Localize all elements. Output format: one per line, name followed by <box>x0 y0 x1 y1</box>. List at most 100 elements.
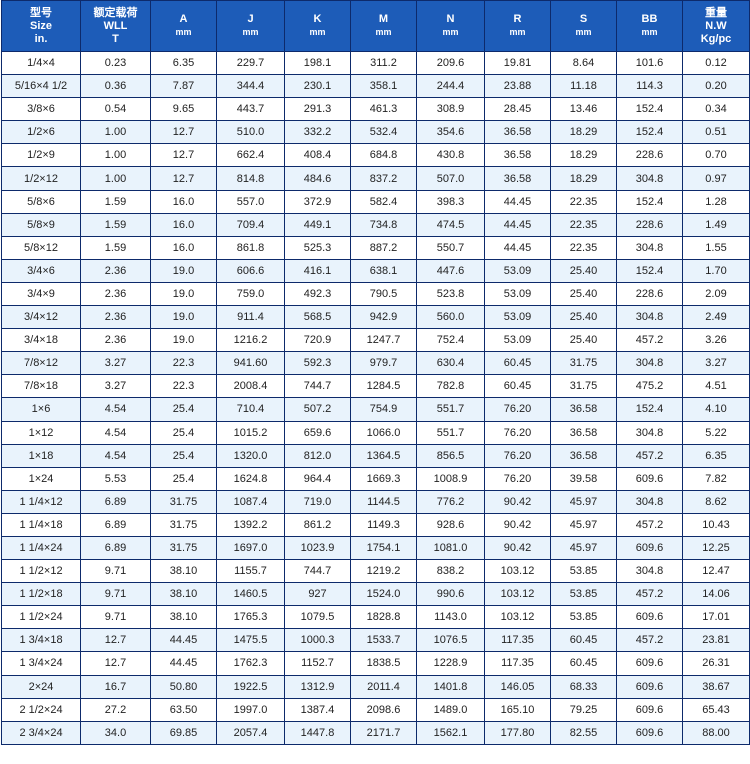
table-cell: 812.0 <box>284 443 351 468</box>
table-cell: 36.58 <box>484 143 551 168</box>
column-header-line: mm <box>175 27 192 37</box>
size-cell: 3/4×18 <box>1 328 81 353</box>
table-cell: 36.58 <box>484 166 551 191</box>
table-cell: 1997.0 <box>216 697 285 722</box>
table-cell: 12.7 <box>80 651 151 676</box>
table-cell: 2098.6 <box>350 697 417 722</box>
table-cell: 790.5 <box>350 281 417 307</box>
table-cell: 372.9 <box>284 189 351 214</box>
table-cell: 1489.0 <box>416 697 485 722</box>
table-cell: 19.81 <box>484 50 551 76</box>
table-cell: 557.0 <box>216 189 285 214</box>
table-cell: 88.00 <box>682 720 750 745</box>
table-cell: 18.29 <box>550 166 617 191</box>
table-cell: 776.2 <box>416 489 485 514</box>
table-cell: 12.47 <box>682 559 750 584</box>
table-cell: 31.75 <box>150 489 217 514</box>
table-cell: 979.7 <box>350 351 417 376</box>
table-cell: 228.6 <box>616 143 683 168</box>
table-cell: 25.4 <box>150 420 217 445</box>
table-cell: 38.67 <box>682 674 750 699</box>
table-row: 1×12 4.54 25.4 1015.2 659.6 1066.0 551.7 76.20 3… <box>1 420 750 445</box>
table-cell: 7.82 <box>682 466 750 491</box>
table-cell: 14.06 <box>682 582 750 607</box>
table-cell: 22.35 <box>550 189 617 214</box>
table-cell: 1533.7 <box>350 628 417 653</box>
table-cell: 1562.1 <box>416 720 485 745</box>
column-header-line: 重量 <box>705 6 727 19</box>
table-cell: 1.00 <box>80 120 151 145</box>
table-cell: 60.45 <box>550 651 617 676</box>
table-cell: 152.4 <box>616 120 683 145</box>
column-header: 额定载荷 WLL T <box>80 0 151 52</box>
table-cell: 44.45 <box>484 212 551 237</box>
table-row: 5/8×12 1.59 16.0 861.8 525.3 887.2 550.7 44.45 2… <box>1 235 750 260</box>
table-cell: 60.45 <box>550 628 617 653</box>
size-cell: 3/4×9 <box>1 281 81 307</box>
table-cell: 354.6 <box>416 120 485 145</box>
table-cell: 606.6 <box>216 258 285 283</box>
table-cell: 60.45 <box>484 374 551 399</box>
size-cell: 1 1/2×18 <box>1 582 81 607</box>
table-cell: 1624.8 <box>216 466 285 491</box>
table-cell: 523.8 <box>416 281 485 307</box>
table-cell: 551.7 <box>416 397 485 422</box>
table-cell: 16.0 <box>150 235 217 260</box>
table-cell: 13.46 <box>550 97 617 122</box>
table-cell: 1081.0 <box>416 535 485 561</box>
table-cell: 79.25 <box>550 697 617 722</box>
table-cell: 230.1 <box>284 74 351 99</box>
column-header-line: mm <box>309 27 326 37</box>
table-cell: 3.27 <box>80 351 151 376</box>
table-cell: 53.09 <box>484 328 551 353</box>
table-cell: 16.0 <box>150 189 217 214</box>
table-cell: 837.2 <box>350 166 417 191</box>
table-cell: 53.09 <box>484 281 551 307</box>
table-cell: 1475.5 <box>216 628 285 653</box>
table-cell: 304.8 <box>616 351 683 376</box>
table-row: 3/8×6 0.54 9.65 443.7 291.3 461.3 308.9 28.45 13… <box>1 97 750 122</box>
table-cell: 44.45 <box>484 235 551 260</box>
table-cell: 304.8 <box>616 489 683 514</box>
table-cell: 856.5 <box>416 443 485 468</box>
table-cell: 461.3 <box>350 97 417 122</box>
table-cell: 53.85 <box>550 605 617 630</box>
size-cell: 1 1/4×12 <box>1 489 81 514</box>
table-cell: 457.2 <box>616 582 683 607</box>
table-cell: 2.49 <box>682 305 750 330</box>
table-row: 1 3/4×24 12.7 44.45 1762.3 1152.7 1838.5 1228.… <box>1 651 750 676</box>
table-cell: 1401.8 <box>416 674 485 699</box>
table-cell: 17.01 <box>682 605 750 630</box>
size-cell: 2 3/4×24 <box>1 720 81 745</box>
table-cell: 1144.5 <box>350 489 417 514</box>
table-row: 7/8×12 3.27 22.3 941.60 592.3 979.7 630.4 60.45… <box>1 351 750 376</box>
table-cell: 5.22 <box>682 420 750 445</box>
table-row: 1 1/4×12 6.89 31.75 1087.4 719.0 1144.5 776.2 9… <box>1 489 750 514</box>
table-cell: 1524.0 <box>350 582 417 607</box>
table-cell: 684.8 <box>350 143 417 168</box>
table-cell: 22.35 <box>550 235 617 260</box>
table-cell: 449.1 <box>284 212 351 237</box>
size-cell: 1×6 <box>1 397 81 422</box>
column-header-line: 额定载荷 <box>93 6 138 19</box>
table-cell: 9.71 <box>80 605 151 630</box>
table-cell: 1.49 <box>682 212 750 237</box>
size-cell: 1/2×9 <box>1 143 81 168</box>
table-cell: 16.7 <box>80 674 151 699</box>
size-cell: 5/8×12 <box>1 235 81 260</box>
table-cell: 76.20 <box>484 397 551 422</box>
table-cell: 291.3 <box>284 97 351 122</box>
table-cell: 2.36 <box>80 328 151 353</box>
table-cell: 507.0 <box>416 166 485 191</box>
table-cell: 475.2 <box>616 374 683 399</box>
table-cell: 25.40 <box>550 305 617 330</box>
size-cell: 1×24 <box>1 466 81 491</box>
table-cell: 229.7 <box>216 50 285 76</box>
table-cell: 177.80 <box>484 720 551 745</box>
table-cell: 6.89 <box>80 489 151 514</box>
table-cell: 25.40 <box>550 328 617 353</box>
table-cell: 861.8 <box>216 235 285 260</box>
table-cell: 1.28 <box>682 189 750 214</box>
table-cell: 1.59 <box>80 189 151 214</box>
table-cell: 45.97 <box>550 489 617 514</box>
